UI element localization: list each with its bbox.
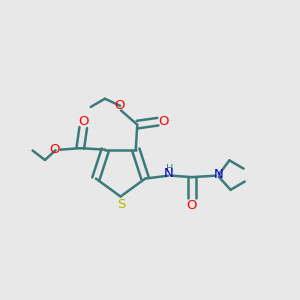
Text: S: S	[117, 198, 126, 211]
Text: O: O	[158, 115, 168, 128]
Text: N: N	[213, 168, 223, 181]
Text: N: N	[164, 167, 174, 180]
Text: O: O	[114, 99, 125, 112]
Text: O: O	[187, 199, 197, 212]
Text: O: O	[50, 143, 60, 156]
Text: H: H	[166, 164, 173, 174]
Text: O: O	[78, 115, 89, 128]
